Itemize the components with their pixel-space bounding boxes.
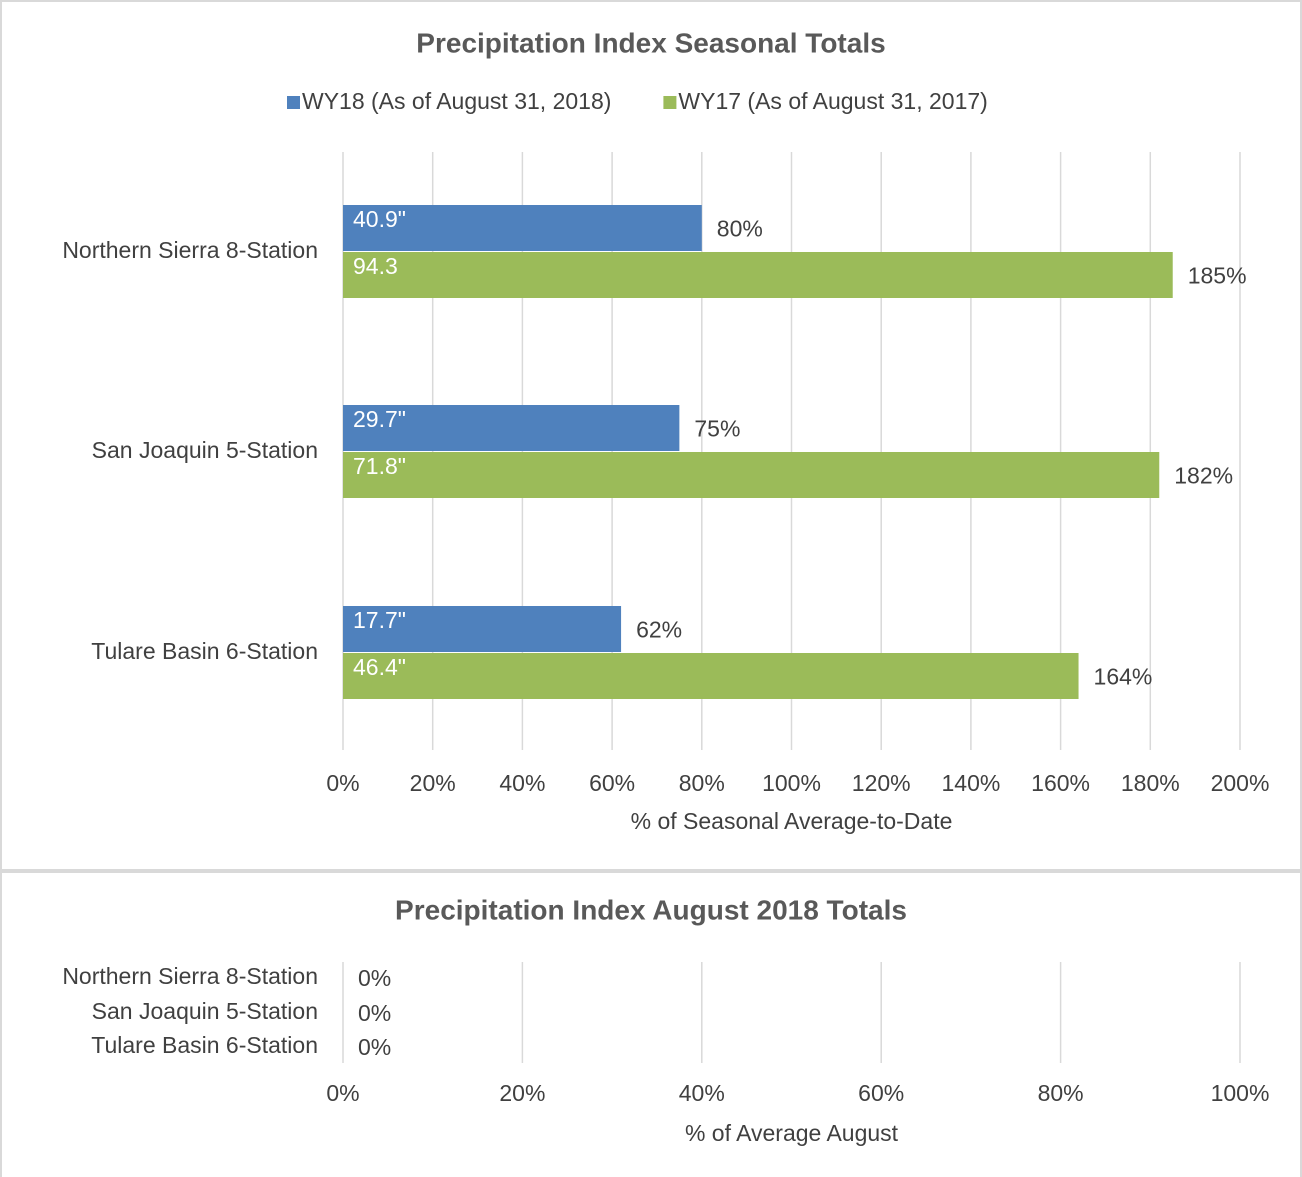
legend-swatch [287,96,300,109]
bar [343,653,1079,699]
bar [343,606,622,652]
bar [343,252,1173,298]
x-axis-title: % of Average August [685,1120,899,1146]
x-tick-label: 100% [762,770,821,796]
bar-label: 17.7" [353,607,406,633]
x-tick-label: 0% [326,770,359,796]
y-tick-label: Northern Sierra 8-Station [62,963,318,989]
value-label: 182% [1174,463,1233,489]
x-tick-label: 140% [941,770,1000,796]
value-label: 0% [358,965,391,991]
bar-label: 71.8" [353,453,406,479]
x-tick-label: 40% [679,1080,725,1106]
x-tick-label: 0% [326,1080,359,1106]
x-tick-label: 80% [1038,1080,1084,1106]
bar-label: 29.7" [353,406,406,432]
value-label: 164% [1094,664,1153,690]
y-tick-label: Tulare Basin 6-Station [91,1032,318,1058]
chart-title: Precipitation Index Seasonal Totals [416,27,885,58]
bar [343,452,1160,498]
x-tick-label: 160% [1031,770,1090,796]
x-axis-title: % of Seasonal Average-to-Date [631,808,953,834]
value-label: 0% [358,1034,391,1060]
x-tick-label: 120% [852,770,911,796]
bar-label: 40.9" [353,206,406,232]
y-tick-label: San Joaquin 5-Station [92,437,318,463]
x-tick-label: 100% [1211,1080,1270,1106]
x-tick-label: 80% [679,770,725,796]
value-label: 185% [1188,263,1247,289]
y-tick-label: Tulare Basin 6-Station [91,638,318,664]
legend-label: WY18 (As of August 31, 2018) [302,88,611,114]
value-label: 0% [358,1000,391,1026]
chart-title: Precipitation Index August 2018 Totals [395,894,907,925]
x-tick-label: 20% [410,770,456,796]
value-label: 62% [636,617,682,643]
x-tick-label: 20% [499,1080,545,1106]
legend-swatch [663,96,677,109]
y-tick-label: Northern Sierra 8-Station [62,237,318,263]
y-tick-label: San Joaquin 5-Station [92,998,318,1024]
bar [343,205,702,251]
legend-label: WY17 (As of August 31, 2017) [678,88,987,114]
bar-label: 46.4" [353,654,406,680]
bar-label: 94.3 [353,253,398,279]
panel [0,0,1302,871]
bar [343,405,680,451]
panel [0,871,1302,1177]
value-label: 80% [717,216,763,242]
x-tick-label: 40% [499,770,545,796]
x-tick-label: 60% [858,1080,904,1106]
x-tick-label: 180% [1121,770,1180,796]
x-tick-label: 60% [589,770,635,796]
value-label: 75% [694,416,740,442]
x-tick-label: 200% [1211,770,1270,796]
